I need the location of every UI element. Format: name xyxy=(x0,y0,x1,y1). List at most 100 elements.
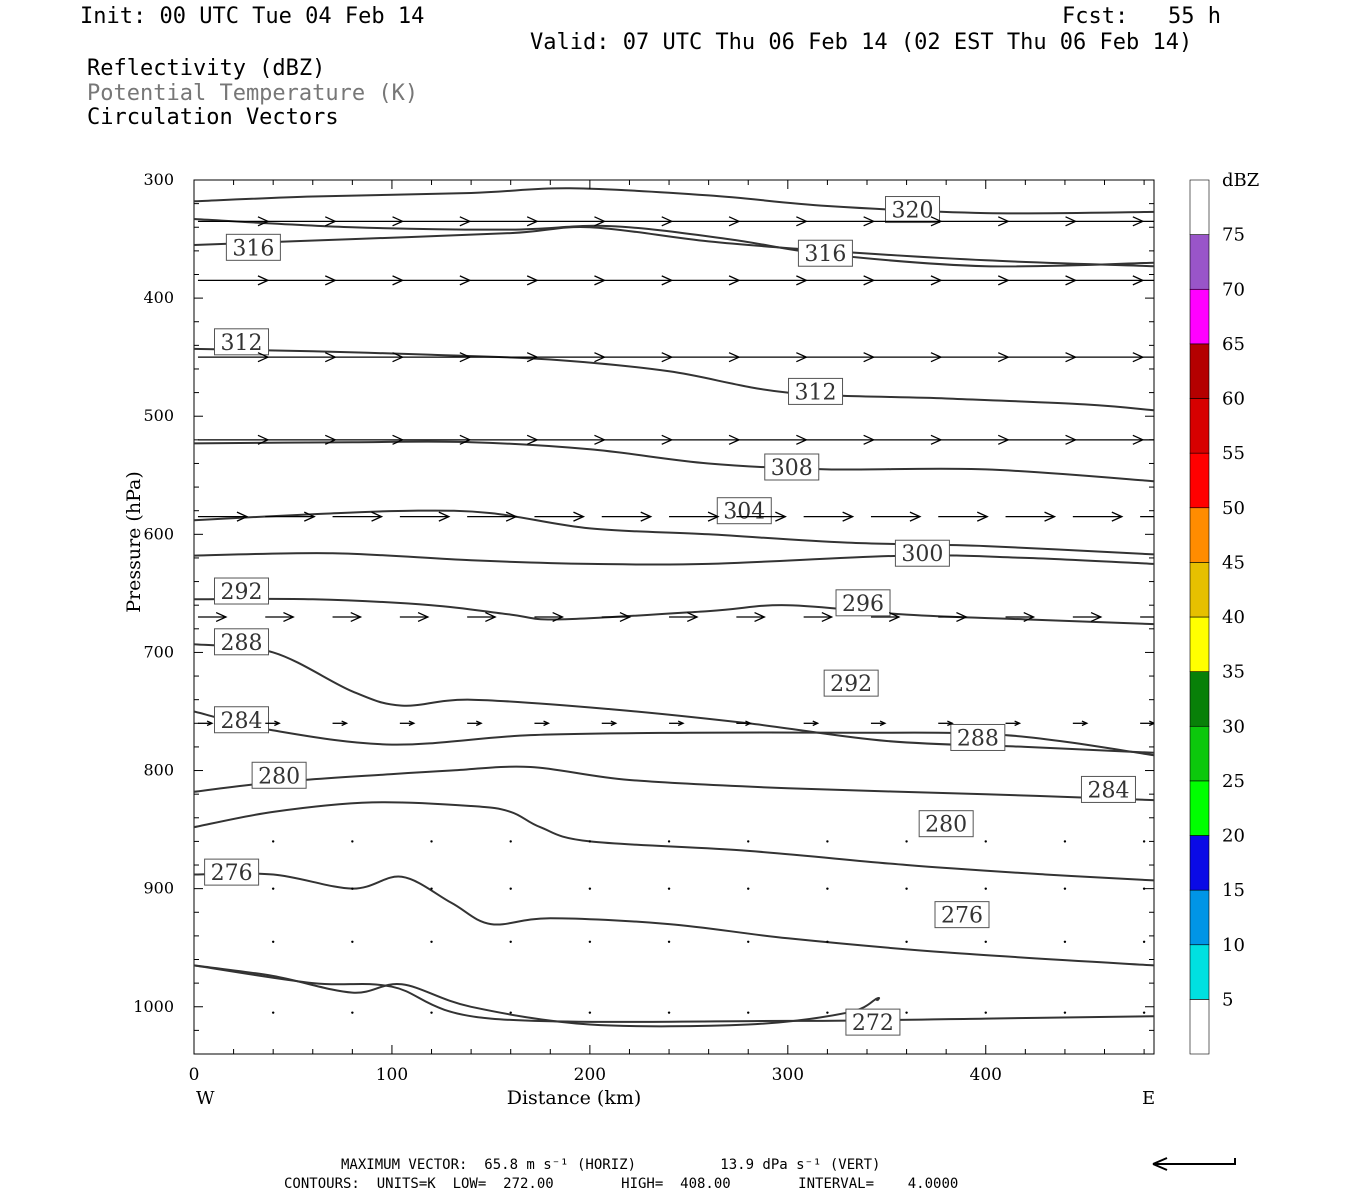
circulation-vector xyxy=(1140,279,1154,282)
circulation-vector xyxy=(197,720,214,727)
circulation-vector xyxy=(399,511,451,522)
circulation-vector xyxy=(1063,940,1067,943)
isentrope-296 xyxy=(194,597,1154,626)
circulation-vector xyxy=(905,940,908,943)
x-end-label-west: W xyxy=(196,1088,215,1109)
circulation-vector xyxy=(1140,616,1154,618)
forecast-hour: Fcst: 55 h xyxy=(1062,4,1221,29)
circulation-vector xyxy=(1072,720,1089,727)
circulation-vector xyxy=(399,720,416,727)
colorbar-tick-label: 30 xyxy=(1222,716,1245,737)
circulation-vector xyxy=(265,720,281,727)
isentrope-316 xyxy=(194,225,1154,268)
circulation-vector xyxy=(430,1011,433,1014)
circulation-vector xyxy=(905,887,908,890)
circulation-vector xyxy=(667,887,671,890)
circulation-vector xyxy=(736,511,787,522)
circulation-vector xyxy=(271,940,275,943)
y-tick-label: 500 xyxy=(143,406,174,425)
svg-text:284: 284 xyxy=(221,709,263,734)
contour-label-280: 280 xyxy=(918,810,974,838)
circulation-vector xyxy=(1142,1011,1146,1014)
circulation-vector xyxy=(332,720,349,727)
contour-label-320: 320 xyxy=(885,196,941,224)
contour-label-288: 288 xyxy=(214,628,270,656)
circulation-vector xyxy=(1140,515,1154,518)
x-end-label-east: E xyxy=(1142,1088,1155,1109)
circulation-vector xyxy=(826,940,829,943)
y-tick-label: 400 xyxy=(143,288,174,307)
colorbar-bin xyxy=(1189,616,1210,672)
circulation-vector xyxy=(803,720,820,727)
y-tick-label: 800 xyxy=(143,761,174,780)
contour-label-316: 316 xyxy=(225,233,281,261)
svg-text:276: 276 xyxy=(211,861,253,886)
circulation-vector xyxy=(351,1011,354,1014)
circulation-vector xyxy=(265,611,295,623)
circulation-vector xyxy=(1140,220,1154,222)
circulation-vector xyxy=(197,511,249,522)
circulation-vector xyxy=(509,887,512,890)
isentrope-300 xyxy=(194,552,1154,566)
circulation-vector xyxy=(736,611,766,623)
colorbar-bin xyxy=(1189,780,1210,836)
circulation-vector xyxy=(747,1011,750,1014)
circulation-vector xyxy=(509,940,512,943)
field-reflectivity: Reflectivity (dBZ) xyxy=(87,56,326,81)
colorbar-bin xyxy=(1189,562,1210,618)
circulation-vector xyxy=(351,887,354,890)
contour-label-276: 276 xyxy=(934,901,990,929)
svg-text:292: 292 xyxy=(830,672,872,697)
colorbar-tick-label: 60 xyxy=(1222,389,1245,410)
isentrope-304 xyxy=(194,509,1154,556)
circulation-vector xyxy=(601,611,632,623)
init-time: Init: 00 UTC Tue 04 Feb 14 xyxy=(80,4,425,29)
svg-text:312: 312 xyxy=(795,380,837,405)
y-tick-label: 900 xyxy=(143,879,174,898)
circulation-vector xyxy=(430,887,433,890)
circulation-vector xyxy=(826,887,829,890)
svg-text:300: 300 xyxy=(901,542,943,567)
circulation-vector xyxy=(467,511,518,522)
svg-text:320: 320 xyxy=(892,199,934,224)
colorbar-tick-label: 20 xyxy=(1222,826,1245,847)
x-tick-label: 200 xyxy=(574,1065,606,1085)
circulation-vector xyxy=(747,887,750,890)
circulation-vector xyxy=(467,611,497,623)
colorbar-bin xyxy=(1189,835,1210,891)
svg-text:292: 292 xyxy=(221,580,263,605)
circulation-vector xyxy=(1072,611,1103,623)
circulation-vector xyxy=(351,940,354,943)
circulation-vector xyxy=(870,720,887,727)
circulation-vector xyxy=(905,1011,908,1014)
field-circulation-vectors: Circulation Vectors xyxy=(87,105,339,130)
svg-text:296: 296 xyxy=(842,592,884,617)
svg-text:284: 284 xyxy=(1087,778,1129,803)
circulation-vector xyxy=(1142,840,1146,843)
circulation-vector xyxy=(588,840,592,843)
contour-label-288: 288 xyxy=(950,723,1006,751)
footer-contour-info: CONTOURS: UNITS=K LOW= 272.00 HIGH= 408.… xyxy=(284,1176,959,1192)
circulation-vector xyxy=(534,511,586,522)
colorbar-tick-label: 15 xyxy=(1222,880,1245,901)
circulation-vector xyxy=(905,840,908,843)
colorbar-tick-label: 65 xyxy=(1222,334,1245,355)
circulation-vector xyxy=(467,720,483,727)
isentrope-272 xyxy=(194,964,1154,1023)
colorbar-bin xyxy=(1189,179,1210,235)
x-tick-label: 100 xyxy=(376,1065,408,1085)
contour-label-296: 296 xyxy=(835,589,891,617)
colorbar-tick-label: 10 xyxy=(1222,935,1245,956)
circulation-vector xyxy=(509,840,512,843)
circulation-vector xyxy=(984,1011,987,1014)
y-tick-label: 600 xyxy=(143,524,174,543)
circulation-vector xyxy=(1063,1011,1067,1014)
circulation-vector xyxy=(826,840,829,843)
circulation-vector xyxy=(332,511,384,522)
isentrope-284 xyxy=(194,765,1154,802)
colorbar-tick-label: 70 xyxy=(1222,279,1245,300)
colorbar-bin xyxy=(1189,944,1210,1000)
y-axis-label: Pressure (hPa) xyxy=(123,471,145,613)
x-tick-label: 0 xyxy=(189,1065,200,1085)
